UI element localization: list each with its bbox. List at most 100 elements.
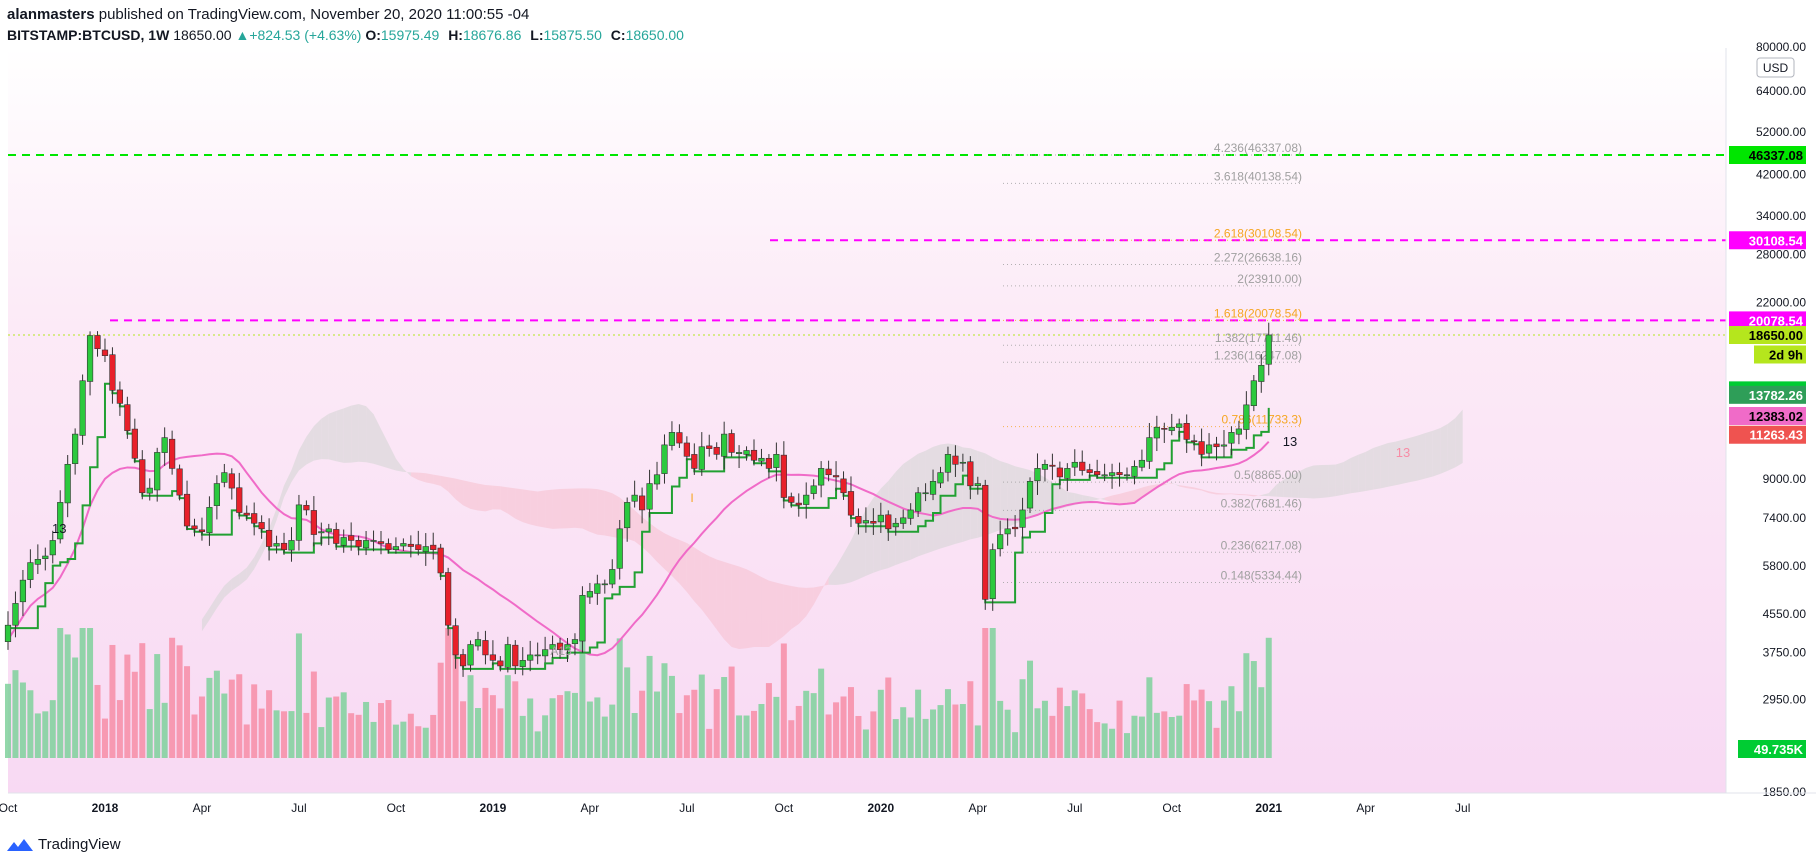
kumo-segment xyxy=(918,450,926,557)
time-axis[interactable] xyxy=(8,793,1726,823)
volume-bar xyxy=(825,714,832,758)
kumo-segment xyxy=(246,557,255,580)
candle-body xyxy=(810,485,817,494)
volume-bar xyxy=(87,628,94,758)
volume-bar xyxy=(27,690,34,758)
volume-bar xyxy=(1027,660,1034,758)
candle-body xyxy=(758,457,765,462)
volume-bar xyxy=(1079,693,1086,758)
volume-bar xyxy=(64,634,71,758)
time-tick-6: Apr xyxy=(581,801,600,815)
kumo-segment xyxy=(664,533,672,576)
candle-body xyxy=(236,487,243,513)
price-label-8: 11263.43 xyxy=(1749,428,1803,443)
candle-body xyxy=(631,494,638,502)
kumo-segment xyxy=(1037,473,1045,515)
kumo-segment xyxy=(433,474,441,486)
volume-bar xyxy=(355,714,362,758)
candle-body xyxy=(504,644,511,668)
candle-body xyxy=(1183,423,1190,440)
candle-body xyxy=(728,433,735,453)
candle-body xyxy=(795,502,802,506)
candle-body xyxy=(333,529,340,544)
candle-body xyxy=(907,509,914,519)
volume-bar xyxy=(721,677,728,758)
kumo-segment xyxy=(448,477,456,500)
candle-body xyxy=(206,507,213,534)
price-label-box xyxy=(1729,311,1806,330)
candle-body xyxy=(959,461,966,464)
kumo-segment xyxy=(403,468,411,477)
volume-bar xyxy=(624,667,631,758)
volume-bar xyxy=(221,693,228,758)
chart-plot-area[interactable] xyxy=(8,48,1726,793)
close-label: C: xyxy=(610,27,626,43)
volume-bar xyxy=(512,681,519,758)
volume-bar xyxy=(266,690,273,758)
volume-bar xyxy=(944,689,951,758)
volume-bar xyxy=(795,705,802,758)
candle-body xyxy=(721,433,728,457)
volume-bar xyxy=(318,727,325,758)
publish-date: published on TradingView.com, November 2… xyxy=(94,6,530,23)
volume-bar xyxy=(542,715,549,758)
tradingview-footer[interactable]: TradingView xyxy=(6,836,121,853)
kumo-segment xyxy=(336,408,344,463)
volume-bar xyxy=(5,683,11,758)
kumo-segment xyxy=(209,596,217,621)
kumo-segment xyxy=(1015,466,1023,524)
fib-label-5: 1.618(20078.54) xyxy=(1214,306,1302,320)
time-tick-0: Oct xyxy=(0,801,18,815)
candle-body xyxy=(847,491,855,516)
currency-badge-box xyxy=(1756,57,1795,78)
candle-body xyxy=(750,449,758,461)
volume-bar xyxy=(392,724,399,758)
candle-body xyxy=(1265,334,1272,365)
candle-body xyxy=(325,528,332,533)
volume-bar xyxy=(1146,677,1153,758)
volume-bar xyxy=(810,693,817,758)
volume-bar xyxy=(415,726,422,758)
symbol-name[interactable]: BITSTAMP:BTCUSD xyxy=(7,27,141,43)
author-name[interactable]: alanmasters xyxy=(7,6,95,23)
kumo-segment xyxy=(686,543,695,602)
candle-body xyxy=(1041,463,1049,470)
kumo-segment xyxy=(231,573,240,591)
volume-bar xyxy=(922,718,929,758)
kumo-segment xyxy=(873,488,881,573)
kumo-segment xyxy=(1164,482,1172,486)
volume-bar xyxy=(907,717,914,758)
candle-body xyxy=(116,389,123,404)
volume-bar xyxy=(579,628,586,758)
kumo-segment xyxy=(1044,477,1053,513)
volume-bar xyxy=(698,674,705,758)
kumo-segment xyxy=(485,484,493,512)
kumo-segment xyxy=(381,429,389,469)
volume-label: 49.735K xyxy=(1754,742,1804,757)
candle-body xyxy=(1258,365,1265,382)
volume-bar xyxy=(34,713,41,758)
interval[interactable]: , 1W xyxy=(140,27,170,43)
volume-bar xyxy=(1109,728,1116,758)
price-tick-5: 28000.00 xyxy=(1756,248,1806,262)
volume-bar xyxy=(736,715,743,758)
volume-bar xyxy=(609,704,616,758)
candle-body xyxy=(825,468,832,476)
candle-body xyxy=(691,454,698,469)
volume-bar xyxy=(191,714,198,758)
candle-body xyxy=(773,454,780,468)
currency-label: USD xyxy=(1763,61,1789,75)
kumo-segment xyxy=(321,413,329,460)
candle-body xyxy=(86,335,94,382)
currency-badge[interactable]: USD xyxy=(1756,57,1795,78)
kumo-segment xyxy=(298,436,307,471)
candle-body xyxy=(1064,468,1071,479)
volume-bar xyxy=(959,704,966,758)
price-tick-9: 5800.00 xyxy=(1763,559,1807,573)
volume-bar xyxy=(1094,722,1101,758)
kumo-segment xyxy=(1216,492,1224,495)
kumo-segment xyxy=(925,446,934,554)
volume-bar xyxy=(474,708,481,758)
volume-bar xyxy=(497,708,504,758)
